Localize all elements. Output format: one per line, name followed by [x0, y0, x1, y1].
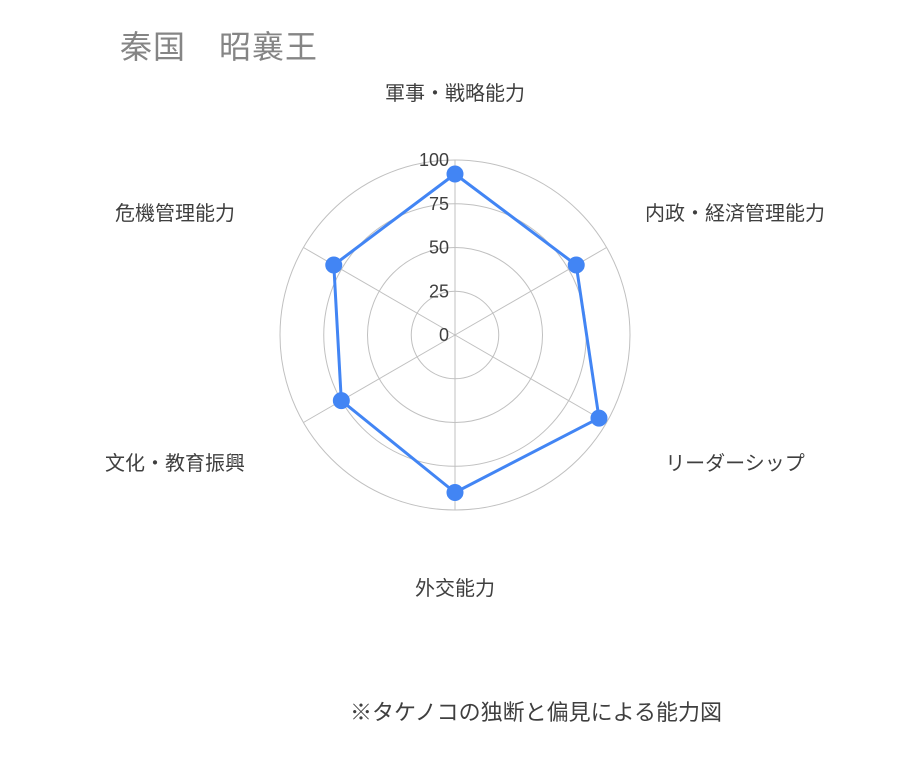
radar-tick-label: 0 — [439, 325, 449, 345]
radar-data-point — [568, 257, 584, 273]
radar-data-point — [447, 166, 463, 182]
radar-axis-label: 文化・教育振興 — [105, 452, 245, 475]
radar-axis-label: 危機管理能力 — [115, 202, 235, 225]
radar-data-line — [334, 174, 599, 493]
radar-axis-label: 内政・経済管理能力 — [645, 202, 825, 225]
radar-tick-label: 75 — [429, 194, 449, 214]
chart-footnote: ※タケノコの独断と偏見による能力図 — [350, 695, 722, 727]
radar-spoke — [455, 335, 607, 423]
radar-axis-label: 外交能力 — [415, 577, 495, 600]
radar-data-point — [591, 410, 607, 426]
radar-chart: 0 25 50 75 100 軍事・戦略能力内政・経済管理能力リーダーシップ外交能力 文化・… — [0, 0, 916, 770]
radar-axis-label: 軍事・戦略能力 — [385, 82, 525, 105]
radar-tick-label: 100 — [419, 150, 449, 170]
radar-tick-label: 50 — [429, 238, 449, 258]
radar-spoke — [303, 335, 455, 423]
radar-data-point — [447, 485, 463, 501]
radar-data-point — [333, 393, 349, 409]
radar-axis-label: リーダーシップ — [665, 452, 805, 475]
radar-data-point — [326, 257, 342, 273]
radar-tick-label: 25 — [429, 281, 449, 301]
